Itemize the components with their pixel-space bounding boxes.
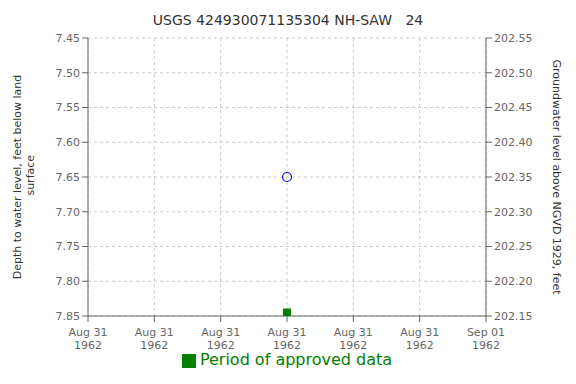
svg-text:7.55: 7.55 <box>56 101 81 114</box>
svg-text:202.40: 202.40 <box>494 136 533 149</box>
svg-text:Aug 311962: Aug 311962 <box>135 326 174 352</box>
svg-text:7.75: 7.75 <box>56 240 81 253</box>
svg-text:Aug 311962: Aug 311962 <box>400 326 439 352</box>
html-text:USGS 424930071135304 NH-SAW 24: USGS 424930071135304 NH-SAW 24 <box>152 12 424 28</box>
svg-text:7.85: 7.85 <box>56 310 81 323</box>
svg-text:202.45: 202.45 <box>494 101 533 114</box>
svg-text:202.35: 202.35 <box>494 171 533 184</box>
svg-text:202.55: 202.55 <box>494 32 533 45</box>
html-text:Groundwater level above NGVD 1: Groundwater level above NGVD 1929, feet <box>549 59 563 295</box>
svg-text:202.25: 202.25 <box>494 240 533 253</box>
svg-text:202.30: 202.30 <box>494 206 533 219</box>
svg-text:Aug 311962: Aug 311962 <box>268 326 307 352</box>
svg-text:7.65: 7.65 <box>56 171 81 184</box>
svg-text:7.60: 7.60 <box>56 136 81 149</box>
svg-text:202.20: 202.20 <box>494 275 533 288</box>
svg-text:Sep 011962: Sep 011962 <box>467 326 505 352</box>
svg-text:7.50: 7.50 <box>56 67 81 80</box>
svg-text:202.15: 202.15 <box>494 310 533 323</box>
svg-text:Aug 311962: Aug 311962 <box>334 326 373 352</box>
svg-text:7.80: 7.80 <box>56 275 81 288</box>
html-text:Depth to water level, feet bel: Depth to water level, feet below land su… <box>11 74 37 280</box>
svg-text:Aug 311962: Aug 311962 <box>69 326 108 352</box>
svg-text:7.45: 7.45 <box>56 32 81 45</box>
svg-text:202.50: 202.50 <box>494 67 533 80</box>
svg-text:7.70: 7.70 <box>56 206 81 219</box>
html-text:Period of approved data: Period of approved data <box>199 350 393 369</box>
svg-text:Aug 311962: Aug 311962 <box>201 326 240 352</box>
